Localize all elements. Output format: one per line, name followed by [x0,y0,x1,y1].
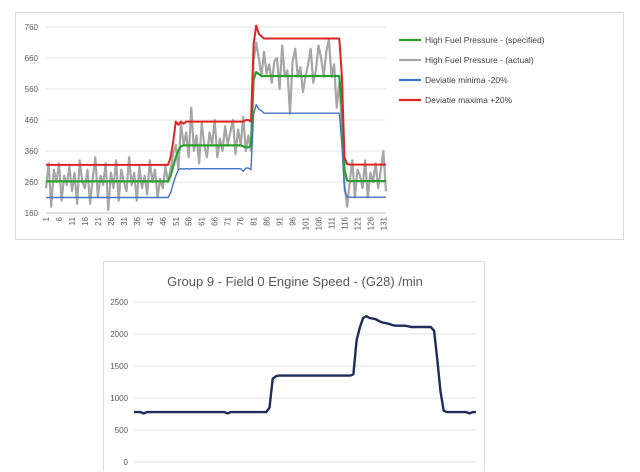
engine-speed-chart: Group 9 - Field 0 Engine Speed - (G28) /… [103,261,485,471]
y-tick-label: 160 [25,209,39,218]
x-tick-label: 11 [68,216,77,225]
x-tick-label: 16 [81,216,90,225]
y-tick-label: 760 [25,23,39,32]
y-tick-label: 660 [25,54,39,63]
y-tick-label: 360 [25,147,39,156]
engine-speed-chart-canvas: Group 9 - Field 0 Engine Speed - (G28) /… [110,274,476,467]
y-tick-label: 1500 [110,362,128,371]
y-tick-label: 260 [25,178,39,187]
x-tick-label: 131 [379,216,388,230]
x-tick-label: 21 [94,216,103,225]
x-tick-label: 91 [276,216,285,225]
y-tick-label: 1000 [110,394,128,403]
chart-title: Group 9 - Field 0 Engine Speed - (G28) /… [167,274,423,289]
x-tick-label: 1 [42,216,51,221]
y-tick-label: 2500 [110,298,128,307]
x-tick-label: 6 [55,216,64,221]
x-tick-label: 61 [198,216,207,225]
x-tick-label: 116 [340,216,349,229]
x-tick-label: 81 [250,216,259,225]
x-tick-label: 126 [366,216,375,230]
x-tick-label: 86 [263,216,272,225]
x-tick-label: 106 [315,216,324,230]
x-tick-label: 51 [172,216,181,225]
y-tick-label: 2000 [110,330,128,339]
x-tick-label: 46 [159,216,168,225]
y-tick-label: 460 [25,116,39,125]
legend-label: Deviatie minima -20% [425,75,508,85]
x-tick-label: 26 [107,216,116,225]
y-tick-label: 560 [25,85,39,94]
x-tick-label: 56 [185,216,194,225]
x-tick-label: 31 [120,216,129,225]
x-tick-label: 71 [224,216,233,225]
x-tick-label: 121 [353,216,362,230]
x-tick-label: 101 [302,216,311,230]
fuel-pressure-chart: 160 260 360 460 560 660 760 1 6 11 16 21 26 31 36 41 46 5… [15,12,624,240]
x-tick-label: 66 [211,216,220,225]
x-tick-label: 96 [289,216,298,225]
y-tick-label: 500 [115,426,129,435]
x-tick-label: 36 [133,216,142,225]
x-tick-label: 76 [237,216,246,225]
series-line-3 [46,24,386,166]
series-line-2 [46,103,386,199]
series-line-1 [44,38,388,211]
legend-label: High Fuel Pressure - (specified) [425,35,545,45]
legend-label: High Fuel Pressure - (actual) [425,55,534,65]
series-line-0 [46,70,386,183]
x-tick-label: 41 [146,216,155,225]
y-tick-label: 0 [124,458,129,467]
legend-label: Deviatie maxima +20% [425,95,513,105]
engine-speed-line [134,314,476,415]
x-tick-label: 111 [327,216,336,229]
